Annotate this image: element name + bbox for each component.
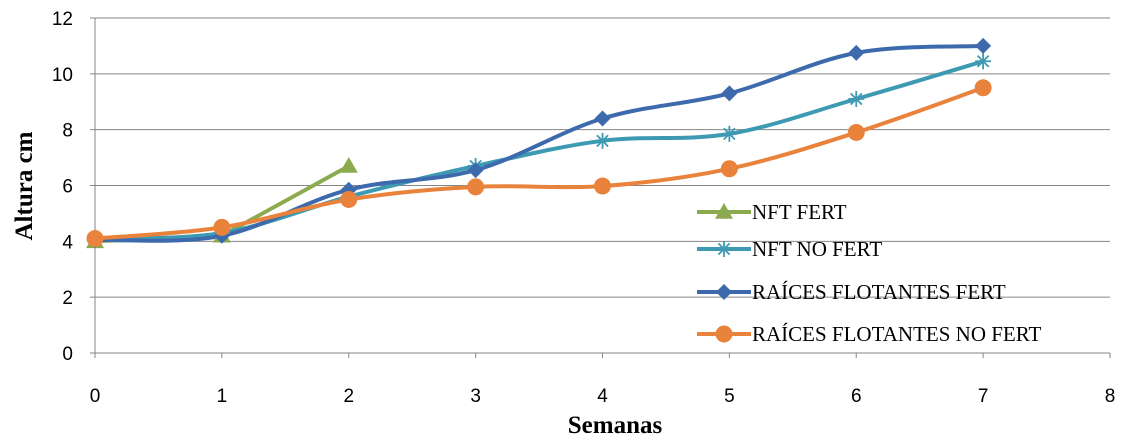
data-point-nft-no-fert — [848, 90, 865, 107]
series-line-nft-no-fert — [93, 59, 986, 241]
legend: NFT FERT NFT NO FERT RAÍCES FLOTANTES FERT… — [697, 200, 1041, 346]
x-tick-label: 7 — [978, 386, 989, 407]
data-point-ra-ces-flotantes-no-fert — [86, 230, 104, 248]
legend-label: RAÍCES FLOTANTES NO FERT — [752, 322, 1041, 346]
series-markers — [86, 37, 992, 249]
axes — [90, 17, 1111, 358]
legend-item-ra-ces-flotantes-fert: RAÍCES FLOTANTES FERT — [697, 280, 1006, 304]
series-lines — [93, 43, 986, 244]
data-point-ra-ces-flotantes-fert — [848, 44, 865, 61]
y-tick-label: 8 — [62, 121, 73, 142]
data-point-nft-no-fert — [975, 53, 992, 70]
legend-label: RAÍCES FLOTANTES FERT — [752, 280, 1006, 304]
legend-item-ra-ces-flotantes-no-fert: RAÍCES FLOTANTES NO FERT — [697, 322, 1041, 346]
x-tick-label: 0 — [90, 386, 101, 407]
x-axis-title: Semanas — [568, 412, 663, 439]
y-axis-title: Altura cm — [11, 131, 38, 240]
data-point-ra-ces-flotantes-fert — [721, 85, 738, 102]
legend-item-nft-fert: NFT FERT — [697, 200, 847, 224]
x-tick-label: 2 — [343, 386, 354, 407]
data-point-ra-ces-flotantes-no-fert — [847, 123, 865, 141]
data-point-ra-ces-flotantes-no-fert — [213, 218, 231, 236]
y-tick-label: 2 — [62, 288, 73, 309]
series-line-ra-ces-flotantes-fert — [93, 43, 986, 243]
data-point-ra-ces-flotantes-no-fert — [974, 79, 992, 97]
y-tick-label: 10 — [52, 65, 73, 86]
data-point-nft-no-fert — [721, 125, 738, 142]
data-point-nft-no-fert — [594, 132, 611, 149]
data-point-ra-ces-flotantes-fert — [594, 110, 611, 127]
y-tick-label: 6 — [62, 177, 73, 198]
data-point-ra-ces-flotantes-no-fert — [467, 178, 485, 196]
legend-marker — [715, 203, 733, 219]
legend-label: NFT FERT — [752, 200, 847, 224]
legend-label: NFT NO FERT — [752, 237, 882, 261]
x-tick-label: 6 — [851, 386, 862, 407]
x-tick-label: 4 — [597, 386, 608, 407]
data-point-nft-fert — [339, 156, 358, 173]
x-tick-label: 8 — [1105, 386, 1116, 407]
legend-marker — [716, 241, 732, 257]
data-point-ra-ces-flotantes-fert — [975, 37, 992, 54]
data-point-ra-ces-flotantes-no-fert — [594, 177, 611, 195]
data-point-ra-ces-flotantes-no-fert — [720, 160, 738, 178]
series-line-ra-ces-flotantes-no-fert — [93, 85, 986, 241]
x-tick-label: 5 — [724, 386, 735, 407]
x-tick-label: 1 — [217, 386, 228, 407]
data-point-ra-ces-flotantes-fert — [467, 162, 484, 179]
gridlines — [95, 17, 1110, 298]
legend-marker — [716, 284, 732, 300]
legend-item-nft-no-fert: NFT NO FERT — [697, 237, 882, 261]
legend-marker — [715, 325, 733, 343]
x-tick-label: 3 — [470, 386, 481, 407]
y-tick-label: 12 — [52, 9, 73, 30]
data-point-ra-ces-flotantes-no-fert — [340, 190, 358, 208]
y-tick-label: 4 — [62, 232, 73, 253]
y-tick-label: 0 — [62, 344, 73, 365]
